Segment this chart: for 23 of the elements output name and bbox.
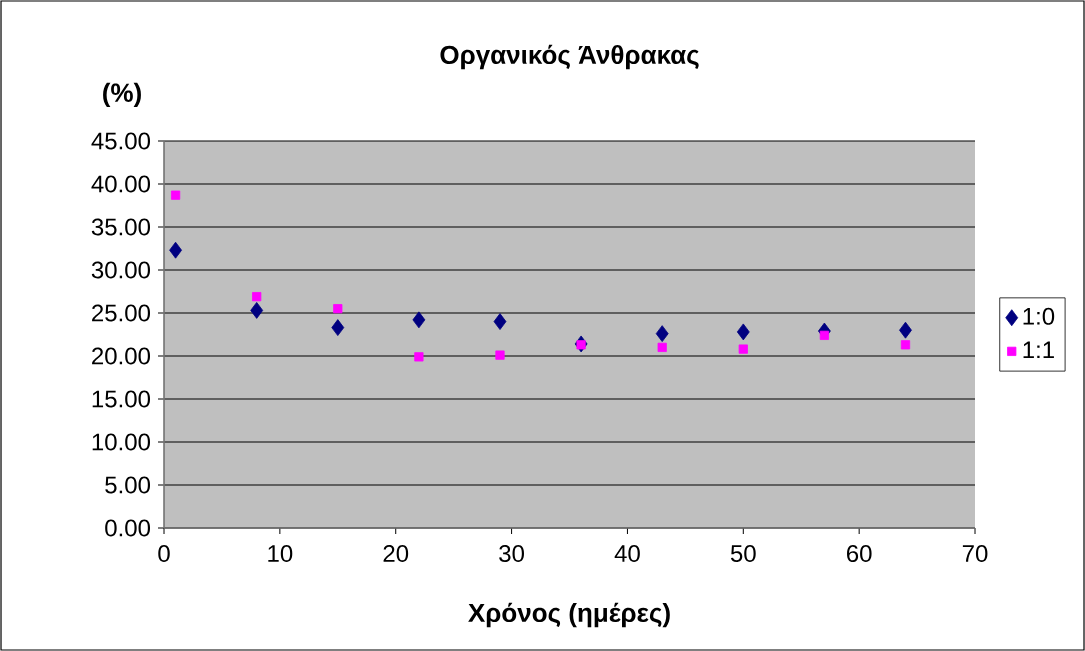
y-tick-label: 5.00 xyxy=(105,476,151,494)
y-tick-label: 15.00 xyxy=(92,390,151,408)
y-axis-title: (%) xyxy=(103,82,141,108)
y-tick-label: 40.00 xyxy=(91,175,151,193)
x-tick-label: 70 xyxy=(962,545,988,563)
y-tick-label: 35.00 xyxy=(91,218,151,236)
x-axis-title: Χρόνος (ημέρες) xyxy=(468,602,670,628)
x-tick-label: 30 xyxy=(499,545,524,563)
x-tick-label: 50 xyxy=(730,545,756,563)
y-tick-label: 45.00 xyxy=(91,132,151,150)
chart-title: Οργανικός Άνθρακας xyxy=(440,44,699,70)
legend-label: 1:0 xyxy=(1023,307,1055,325)
legend-label: 1:1 xyxy=(1023,341,1054,359)
x-tick-label: 40 xyxy=(614,545,640,563)
y-tick-label: 0.00 xyxy=(105,519,151,537)
x-tick-label: 20 xyxy=(383,545,409,563)
y-tick-label: 25.00 xyxy=(92,304,151,322)
y-tick-label: 30.00 xyxy=(91,261,151,279)
x-tick-label: 10 xyxy=(268,545,293,563)
y-tick-label: 10.00 xyxy=(92,433,151,451)
x-tick-label: 0 xyxy=(158,545,170,563)
x-tick-label: 60 xyxy=(847,545,872,563)
y-tick-label: 20.00 xyxy=(92,347,151,365)
